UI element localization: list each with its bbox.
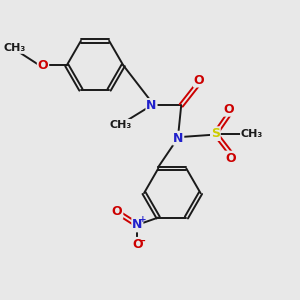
Text: +: +	[139, 215, 146, 224]
Text: CH₃: CH₃	[109, 120, 131, 130]
Text: O: O	[132, 238, 143, 251]
Text: N: N	[173, 132, 183, 145]
Text: O: O	[112, 205, 122, 218]
Text: N: N	[146, 99, 157, 112]
Text: N: N	[132, 218, 142, 232]
Text: CH₃: CH₃	[241, 129, 263, 139]
Text: O: O	[225, 152, 236, 164]
Text: S: S	[211, 127, 220, 140]
Text: O: O	[224, 103, 234, 116]
Text: O: O	[38, 59, 48, 72]
Text: −: −	[138, 236, 146, 246]
Text: O: O	[194, 74, 204, 87]
Text: CH₃: CH₃	[4, 43, 26, 53]
